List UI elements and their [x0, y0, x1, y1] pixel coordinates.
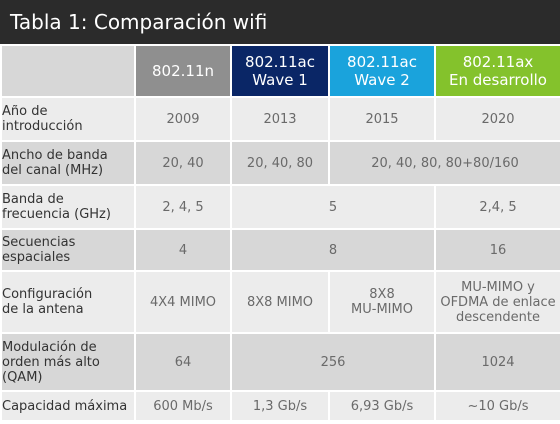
table-cell: 2,4, 5: [434, 184, 560, 230]
table-cell: 20, 40, 80: [230, 140, 330, 186]
header-blank-cell: [0, 44, 136, 98]
header-802-11ac-wave1: 802.11ac Wave 1: [230, 44, 330, 98]
table-cell: 8: [230, 228, 436, 272]
table-cell: 4X4 MIMO: [134, 270, 232, 334]
table-cell: 2013: [230, 96, 330, 142]
table-title: Tabla 1: Comparación wifi: [10, 10, 268, 34]
row-label: Configuración de la antena: [0, 270, 136, 334]
header-802-11n: 802.11n: [134, 44, 232, 98]
table-cell: 1,3 Gb/s: [230, 390, 330, 422]
table-cell: 20, 40: [134, 140, 232, 186]
table-cell: 20, 40, 80, 80+80/160: [328, 140, 560, 186]
table-row-capacidad: Capacidad máxima 600 Mb/s 1,3 Gb/s 6,93 …: [0, 390, 560, 422]
table-cell: 2020: [434, 96, 560, 142]
table-cell: 8X8 MU-MIMO: [328, 270, 436, 334]
header-802-11ax: 802.11ax En desarrollo: [434, 44, 560, 98]
header-802-11ac-wave2: 802.11ac Wave 2: [328, 44, 436, 98]
row-label: Capacidad máxima: [0, 390, 136, 422]
table-cell: 8X8 MIMO: [230, 270, 330, 334]
table-cell: 1024: [434, 332, 560, 392]
table-row-modulacion: Modulación de orden más alto (QAM) 64 256 …: [0, 332, 560, 392]
table-cell: 6,93 Gb/s: [328, 390, 436, 422]
table-cell: ~10 Gb/s: [434, 390, 560, 422]
table-row-ancho-banda: Ancho de banda del canal (MHz) 20, 40 20,…: [0, 140, 560, 186]
table-cell: 2015: [328, 96, 436, 142]
header-row: 802.11n 802.11ac Wave 1 802.11ac Wave 2 …: [0, 44, 560, 98]
row-label: Ancho de banda del canal (MHz): [0, 140, 136, 186]
table-cell: 5: [230, 184, 436, 230]
table-row-banda-frecuencia: Banda de frecuencia (GHz) 2, 4, 5 5 2,4, …: [0, 184, 560, 230]
row-label: Año de introducción: [0, 96, 136, 142]
table-cell: MU-MIMO y OFDMA de enlace descendente: [434, 270, 560, 334]
table-cell: 256: [230, 332, 436, 392]
row-label: Modulación de orden más alto (QAM): [0, 332, 136, 392]
row-label: Secuencias espaciales: [0, 228, 136, 272]
table-row-secuencias: Secuencias espaciales 4 8 16: [0, 228, 560, 272]
table-cell: 2009: [134, 96, 232, 142]
table-cell: 64: [134, 332, 232, 392]
table-row-anio: Año de introducción 2009 2013 2015 2020: [0, 96, 560, 142]
wifi-comparison-table: 802.11n 802.11ac Wave 1 802.11ac Wave 2 …: [0, 44, 560, 422]
table-row-configuracion: Configuración de la antena 4X4 MIMO 8X8 M…: [0, 270, 560, 334]
table-title-bar: Tabla 1: Comparación wifi: [0, 0, 560, 44]
table-cell: 600 Mb/s: [134, 390, 232, 422]
table-cell: 2, 4, 5: [134, 184, 232, 230]
row-label: Banda de frecuencia (GHz): [0, 184, 136, 230]
table-cell: 16: [434, 228, 560, 272]
table-cell: 4: [134, 228, 232, 272]
